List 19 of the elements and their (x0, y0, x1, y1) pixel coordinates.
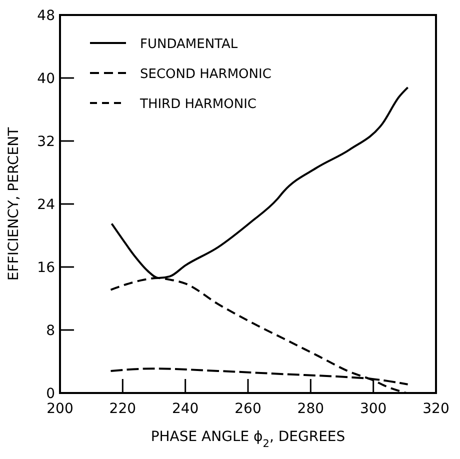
y-tick-label: 0 (46, 386, 55, 402)
y-tick-label: 48 (37, 8, 55, 24)
x-tick-label: 240 (172, 401, 199, 417)
x-tick-label: 300 (360, 401, 387, 417)
x-tick-label: 260 (234, 401, 262, 417)
x-tick-label: 200 (46, 401, 74, 417)
legend-label: THIRD HARMONIC (139, 97, 257, 112)
legend-label: SECOND HARMONIC (140, 67, 272, 82)
x-tick-label: 280 (297, 401, 324, 417)
y-tick-label: 16 (37, 260, 56, 276)
y-axis-title: EFFICIENCY, PERCENT (6, 126, 22, 281)
x-tick-label: 320 (422, 401, 450, 417)
x-axis-title: PHASE ANGLE ϕ$_{2}$, DEGREES (150, 429, 346, 450)
y-tick-label: 32 (37, 134, 55, 150)
y-tick-label: 24 (37, 197, 56, 213)
legend-label: FUNDAMENTAL (140, 37, 238, 52)
y-tick-label: 8 (46, 323, 55, 339)
x-tick-label: 220 (109, 401, 136, 417)
y-tick-label: 40 (37, 71, 55, 87)
